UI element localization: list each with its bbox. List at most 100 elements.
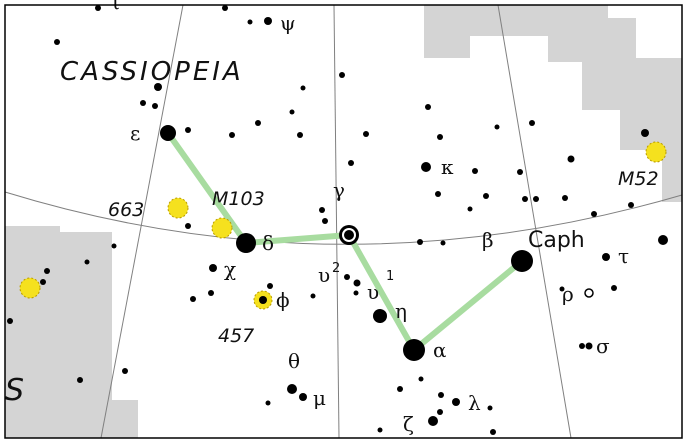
star-chi <box>209 264 217 272</box>
neighbor-constellation-fragment: S <box>5 373 24 408</box>
star-gamma <box>339 225 359 245</box>
label-upsilon2: υ <box>318 263 330 287</box>
label-epsilon: ε <box>130 121 140 145</box>
star <box>310 293 316 299</box>
star-lambda <box>452 398 460 406</box>
label-upsilon1: υ <box>367 280 379 304</box>
star <box>297 132 303 138</box>
star <box>417 239 423 245</box>
coordinate-grid <box>4 4 683 439</box>
label-phi: ϕ <box>276 288 290 312</box>
star <box>437 409 443 415</box>
star <box>363 131 369 137</box>
star-tau <box>602 253 610 261</box>
star <box>140 100 146 106</box>
label-sigma: σ <box>596 334 610 358</box>
star <box>152 103 158 109</box>
star <box>54 39 60 45</box>
star <box>397 386 403 392</box>
star <box>562 195 568 201</box>
declination-line <box>4 191 683 245</box>
star <box>289 109 295 115</box>
star <box>265 400 271 406</box>
star <box>190 296 196 302</box>
star <box>628 202 634 208</box>
star <box>494 124 500 130</box>
label-iota: ι <box>112 0 120 14</box>
star <box>529 120 535 126</box>
label-rho: ρ <box>562 282 574 306</box>
star <box>229 132 235 138</box>
gamma-core <box>344 230 354 240</box>
neighbor-region-top-right <box>424 5 682 202</box>
star <box>559 286 565 292</box>
star <box>567 155 575 163</box>
star <box>579 343 585 349</box>
star-upsilon1 <box>353 279 361 287</box>
label-psi: ψ <box>280 11 296 35</box>
star <box>111 243 117 249</box>
labels: CASSIOPEIA S ι ψ ε κ γ δ β Caph τ ρ σ χ … <box>5 0 659 436</box>
neighbor-regions <box>5 5 682 438</box>
star <box>322 218 328 224</box>
ra-line-1 <box>100 4 184 439</box>
star-upsilon2 <box>344 274 350 280</box>
star <box>435 191 441 197</box>
star <box>353 290 359 296</box>
star <box>122 368 128 374</box>
star <box>44 268 50 274</box>
chart-border <box>4 4 683 439</box>
star-delta <box>236 233 256 253</box>
star <box>483 193 489 199</box>
star <box>40 279 46 285</box>
star <box>437 134 443 140</box>
star <box>300 85 306 91</box>
ngc663-marker <box>167 197 189 219</box>
star <box>267 283 273 289</box>
label-m52: M52 <box>618 168 659 190</box>
star <box>591 211 597 217</box>
star <box>487 405 493 411</box>
star <box>208 290 214 296</box>
star-zeta <box>428 416 438 426</box>
label-gamma: γ <box>333 178 345 202</box>
stars <box>7 5 668 435</box>
m52-marker <box>645 141 667 163</box>
label-alpha: α <box>433 338 447 362</box>
label-chi: χ <box>224 257 236 281</box>
star <box>658 235 668 245</box>
star <box>185 127 191 133</box>
label-delta: δ <box>262 231 274 255</box>
star <box>339 72 345 78</box>
label-upsilon1-index: 1 <box>386 269 394 284</box>
m103-marker <box>211 217 233 239</box>
star-mu <box>299 393 307 401</box>
deep-sky-objects <box>19 141 667 310</box>
label-mu: μ <box>313 386 326 410</box>
star <box>84 259 90 265</box>
star-rho-marker <box>584 288 594 298</box>
label-kappa: κ <box>441 155 454 179</box>
star <box>319 207 325 213</box>
constellation-name: CASSIOPEIA <box>60 57 244 87</box>
star <box>533 196 539 202</box>
label-ngc457: 457 <box>218 325 254 347</box>
star-epsilon <box>160 125 176 141</box>
star <box>490 429 496 435</box>
star <box>222 5 228 11</box>
label-eta: η <box>395 299 407 323</box>
ra-line-2 <box>333 4 340 439</box>
star-sigma <box>585 342 593 350</box>
star <box>247 19 253 25</box>
star <box>440 240 446 246</box>
label-lambda: λ <box>468 391 481 415</box>
star-psi <box>264 17 272 25</box>
star-kappa <box>421 162 431 172</box>
cluster-left-marker <box>19 277 41 299</box>
label-zeta: ζ <box>403 412 414 436</box>
star <box>77 377 83 383</box>
star <box>377 427 383 433</box>
star <box>472 168 478 174</box>
label-upsilon2-index: 2 <box>332 261 340 276</box>
